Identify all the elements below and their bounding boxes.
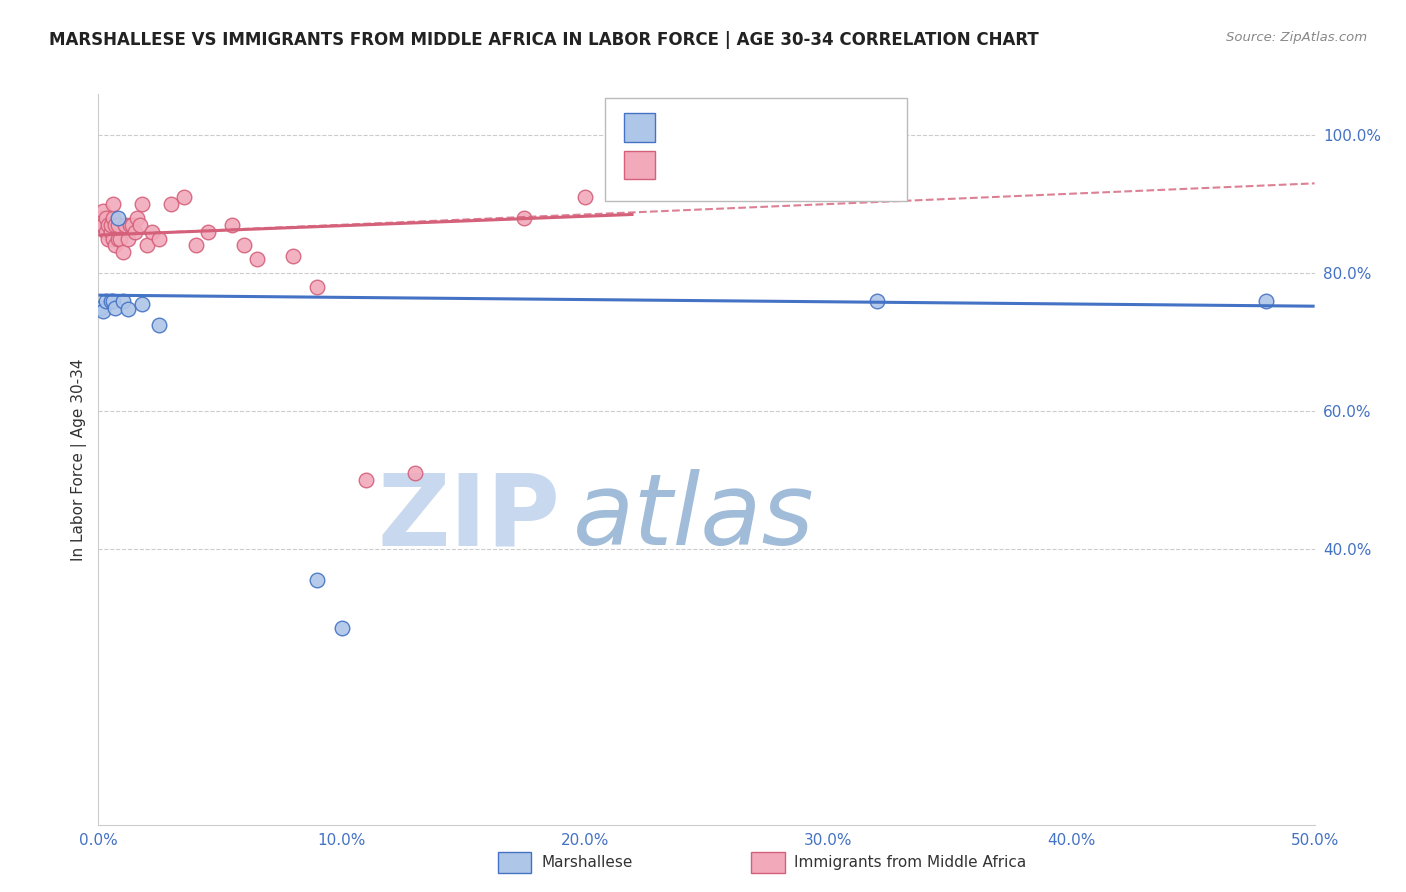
Point [173,190,195,204]
Text: 45: 45 [804,156,830,174]
Point [221,218,243,232]
Y-axis label: In Labor Force | Age 30-34: In Labor Force | Age 30-34 [72,358,87,561]
Point [281,249,304,263]
Text: MARSHALLESE VS IMMIGRANTS FROM MIDDLE AFRICA IN LABOR FORCE | AGE 30-34 CORRELAT: MARSHALLESE VS IMMIGRANTS FROM MIDDLE AF… [49,31,1039,49]
Point [97,218,120,232]
Point [111,245,134,260]
Point [100,293,122,308]
Point [117,301,139,316]
Point [866,293,889,308]
Point [1353,149,1375,163]
Point [91,304,114,318]
Point [110,231,132,245]
Point [124,225,146,239]
Point [101,293,124,308]
Text: N =: N = [759,119,811,136]
Point [118,218,141,232]
Point [111,293,134,308]
Text: Source: ZipAtlas.com: Source: ZipAtlas.com [1226,31,1367,45]
Point [127,211,149,225]
Point [101,211,124,225]
Text: 0.128: 0.128 [707,156,765,174]
Point [101,197,124,211]
Point [136,238,159,252]
Point [114,218,136,232]
Point [245,252,267,267]
Point [101,231,124,245]
Text: atlas: atlas [572,469,814,566]
Text: -0.040: -0.040 [707,119,772,136]
Point [148,231,170,245]
Point [148,318,170,332]
Point [184,238,207,252]
Point [1364,142,1386,156]
Point [404,466,426,480]
Point [91,204,114,219]
Point [104,218,127,232]
Point [107,231,129,245]
Point [307,280,329,294]
Point [1254,293,1277,308]
Point [94,293,117,308]
Text: ZIP: ZIP [378,469,561,566]
Point [160,197,183,211]
Point [141,225,163,239]
Point [91,218,114,232]
Point [94,211,117,225]
Point [97,231,120,245]
Point [121,218,143,232]
Point [104,238,127,252]
Point [90,218,112,232]
Text: Marshallese: Marshallese [541,855,633,870]
Point [197,225,219,239]
Point [94,225,117,239]
Text: R =: R = [668,119,707,136]
Point [131,197,153,211]
Point [107,218,129,232]
Point [104,301,127,315]
Point [131,297,153,311]
Text: R =: R = [668,156,707,174]
Point [513,211,536,225]
Text: 15: 15 [804,119,830,136]
Point [117,231,139,245]
Point [90,211,112,225]
Point [233,238,256,252]
Text: Immigrants from Middle Africa: Immigrants from Middle Africa [794,855,1026,870]
Point [90,301,112,315]
Point [107,211,129,225]
Point [330,622,353,636]
Point [128,218,150,232]
Text: N =: N = [759,156,811,174]
Point [307,573,329,587]
Point [354,473,377,487]
Point [100,218,122,232]
Point [574,190,596,204]
Point [100,225,122,239]
